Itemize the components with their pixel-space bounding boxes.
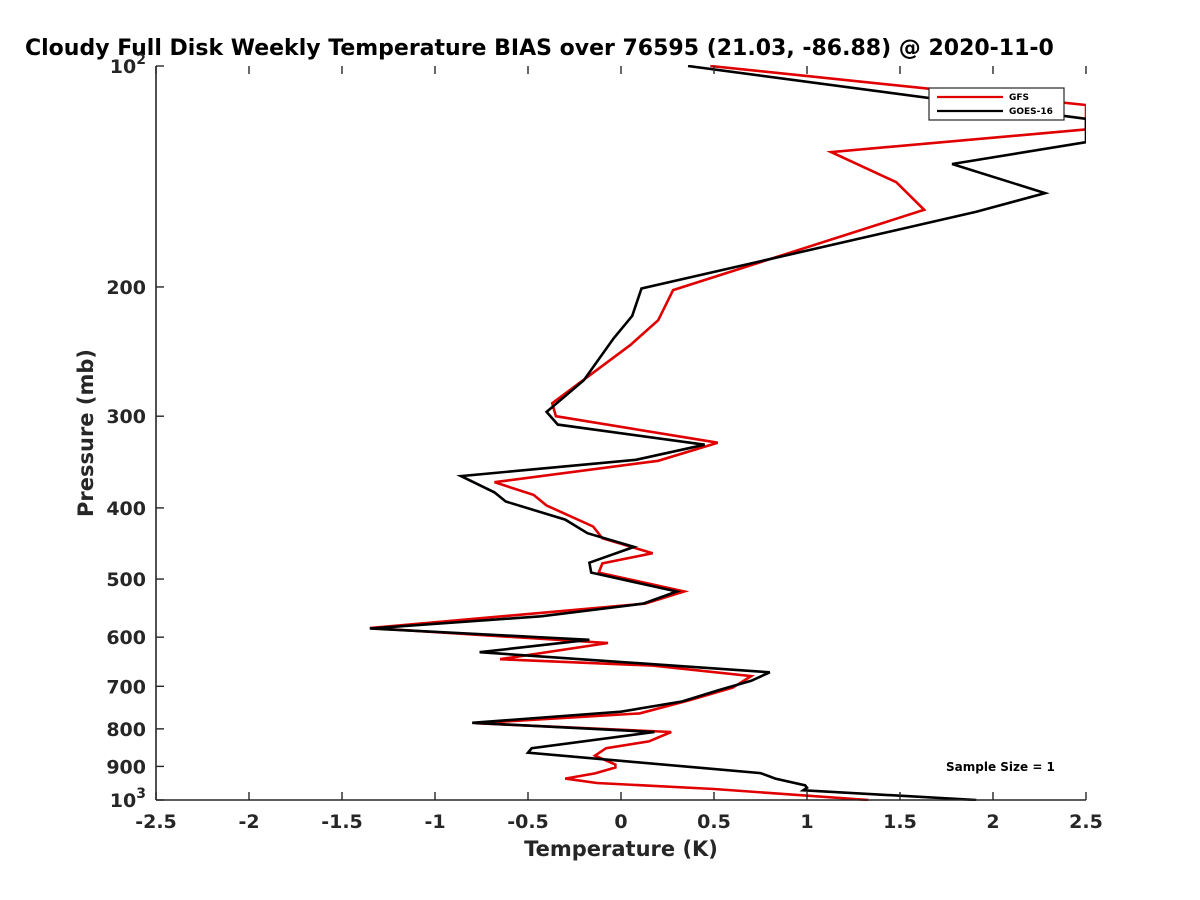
chart-title: Cloudy Full Disk Weekly Temperature BIAS… <box>25 36 1054 61</box>
y-axis-label: Pressure (mb) <box>74 349 98 517</box>
y-tick-label: 300 <box>106 406 146 428</box>
y-axis-ticks: 102 200 300 400 500 600 700 800 900 103 <box>106 52 164 812</box>
x-tick-label: 2.5 <box>1069 811 1103 833</box>
x-tick-label: 0.5 <box>697 811 731 833</box>
legend-box <box>928 87 1065 121</box>
y-tick-label: 800 <box>106 719 146 741</box>
series-layer <box>369 65 1086 801</box>
y-tick-label: 600 <box>106 627 146 649</box>
plot-area: -2.5 -2 -1.5 -1 -0.5 0 0.5 1 1.5 2 2.5 102 200 300 40… <box>106 52 1103 833</box>
x-tick-label: 0 <box>614 811 627 833</box>
legend: GFS GOES-16 <box>928 87 1065 121</box>
y-tick-label: 103 <box>110 786 146 812</box>
y-tick-label: 500 <box>106 569 146 591</box>
x-axis-ticks: -2.5 -2 -1.5 -1 -0.5 0 0.5 1 1.5 2 2.5 <box>135 66 1103 833</box>
x-tick-label: -0.5 <box>507 811 549 833</box>
y-tick-label: 400 <box>106 498 146 520</box>
x-tick-label: -1.5 <box>321 811 363 833</box>
x-tick-label: -2.5 <box>135 811 177 833</box>
x-tick-label: -1 <box>424 811 445 833</box>
x-tick-label: 1 <box>800 811 813 833</box>
series-line-goes16 <box>369 65 1086 801</box>
x-tick-label: 1.5 <box>883 811 917 833</box>
x-tick-label: 2 <box>986 811 999 833</box>
legend-label-goes16: GOES-16 <box>1009 107 1053 117</box>
x-axis-label: Temperature (K) <box>524 837 718 861</box>
sample-size-annotation: Sample Size = 1 <box>946 760 1055 774</box>
x-tick-label: -2 <box>238 811 259 833</box>
series-line-gfs <box>369 65 1086 801</box>
y-tick-label: 200 <box>106 277 146 299</box>
y-tick-label: 102 <box>110 52 146 78</box>
y-tick-label: 900 <box>106 756 146 778</box>
y-tick-label: 700 <box>106 676 146 698</box>
legend-label-gfs: GFS <box>1009 93 1029 103</box>
